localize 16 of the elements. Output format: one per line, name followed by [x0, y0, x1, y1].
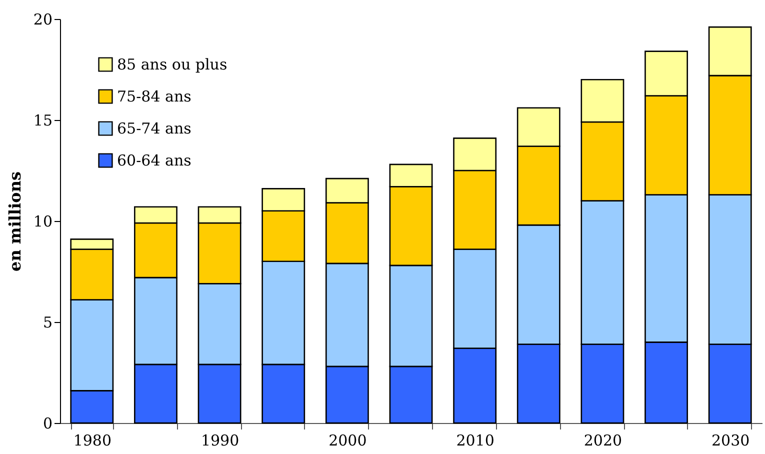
legend-label: 65-74 ans [117, 120, 192, 138]
y-axis-title: en millions [5, 172, 24, 272]
x-tick-label: 1980 [73, 432, 112, 450]
y-tick-label: 10 [33, 212, 52, 230]
x-tick-label: 2010 [456, 432, 494, 450]
y-tick-label: 20 [33, 10, 52, 28]
x-tick-label: 1990 [200, 432, 240, 450]
x-tick-label: 2000 [328, 432, 367, 450]
y-tick-label: 15 [33, 112, 52, 130]
legend-label: 60-64 ans [117, 152, 192, 170]
legend-label: 85 ans ou plus [117, 56, 228, 74]
y-tick-label: 0 [42, 414, 52, 432]
legend-label: 75-84 ans [117, 88, 192, 106]
x-tick-label: 2030 [711, 432, 750, 450]
x-tick-label: 2020 [584, 432, 622, 450]
y-tick-label: 5 [42, 314, 52, 332]
